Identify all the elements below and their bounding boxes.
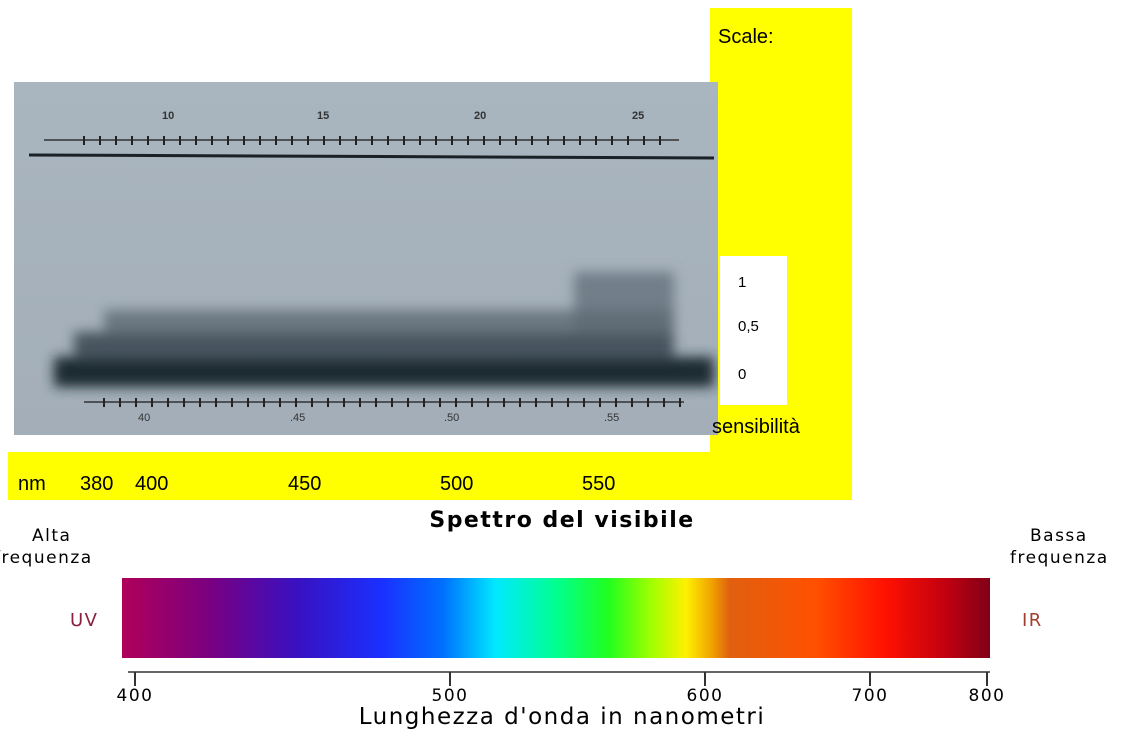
axis-label: sensibilità	[712, 416, 800, 438]
right-label: Bassa	[1030, 526, 1088, 546]
axis-tick-label: 800	[968, 686, 1006, 706]
ruler-label: .50	[444, 412, 460, 424]
wavelength: 400	[135, 473, 169, 495]
yellow-band	[8, 452, 852, 500]
axis-title: Lunghezza d'onda in nanometri	[358, 704, 766, 730]
ruler-label: .45	[290, 412, 306, 424]
left-label: frequenza	[0, 548, 93, 568]
ruler-label: 40	[138, 412, 151, 424]
axis-tick-label: 700	[851, 686, 889, 706]
scale-box	[720, 256, 787, 405]
wavelength: 550	[582, 473, 616, 495]
ruler-label: 15	[317, 110, 330, 122]
wavelength: 380	[80, 473, 114, 495]
right-label: frequenza	[1010, 548, 1109, 568]
scale-value: 0	[738, 366, 747, 383]
ruler-label: 20	[474, 110, 487, 122]
axis-tick-label: 500	[431, 686, 469, 706]
ruler-label: 10	[162, 110, 175, 122]
scale-value: 0,5	[738, 318, 759, 335]
unit: nm	[18, 473, 46, 495]
left-label: Alta	[32, 526, 72, 546]
wavelength: 450	[288, 473, 322, 495]
scale-value: 1	[738, 274, 747, 291]
spectrum-title: Spettro del visibile	[429, 508, 695, 533]
yellow-panel	[710, 8, 852, 500]
ruler-label: .55	[604, 412, 620, 424]
spectrum-bar	[122, 578, 990, 658]
ruler-label: 25	[632, 110, 645, 122]
scale-label: Scale:	[718, 26, 774, 48]
axis-tick-label: 400	[116, 686, 154, 706]
band-label: UV	[70, 610, 99, 631]
wavelength: 500	[440, 473, 474, 495]
axis-tick-label: 600	[686, 686, 724, 706]
spectrogram-photo	[14, 82, 718, 435]
band-label: IR	[1022, 610, 1043, 631]
spectrum-axis	[128, 671, 990, 686]
